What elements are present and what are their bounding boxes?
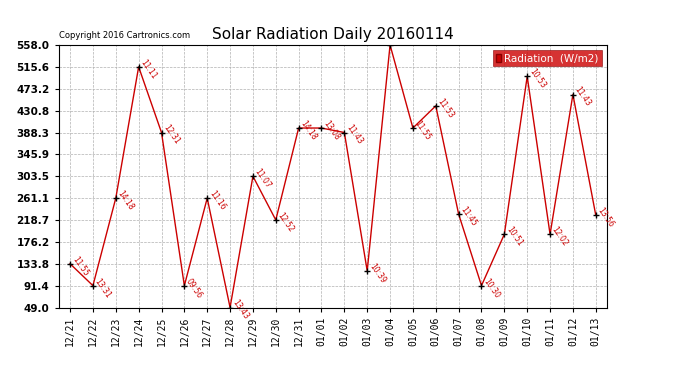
Title: Solar Radiation Daily 20160114: Solar Radiation Daily 20160114 [212, 27, 454, 42]
Text: 11:43: 11:43 [344, 123, 364, 146]
Text: 12:31: 12:31 [161, 123, 181, 146]
Text: 11:34: 11:34 [0, 374, 1, 375]
Text: 11:53: 11:53 [436, 97, 455, 120]
Text: 11:55: 11:55 [413, 119, 433, 142]
Text: 13:43: 13:43 [230, 298, 250, 321]
Text: 10:51: 10:51 [504, 225, 524, 248]
Text: 11:07: 11:07 [253, 167, 273, 190]
Legend: Radiation  (W/m2): Radiation (W/m2) [493, 50, 602, 66]
Text: 14:18: 14:18 [299, 119, 318, 142]
Text: 13:31: 13:31 [93, 276, 112, 300]
Text: 10:53: 10:53 [527, 68, 547, 90]
Text: 13:08: 13:08 [322, 119, 342, 142]
Text: 13:56: 13:56 [595, 206, 615, 229]
Text: 11:16: 11:16 [207, 189, 227, 212]
Text: 11:11: 11:11 [139, 58, 158, 81]
Text: 11:43: 11:43 [573, 86, 593, 108]
Text: 14:18: 14:18 [116, 189, 135, 212]
Text: 11:45: 11:45 [459, 205, 478, 228]
Text: 12:02: 12:02 [550, 225, 570, 248]
Text: 11:55: 11:55 [70, 255, 90, 278]
Text: 10:30: 10:30 [482, 276, 502, 300]
Text: 10:39: 10:39 [367, 262, 387, 285]
Text: 12:52: 12:52 [276, 211, 295, 234]
Text: 09:56: 09:56 [184, 276, 204, 300]
Text: Copyright 2016 Cartronics.com: Copyright 2016 Cartronics.com [59, 31, 190, 40]
